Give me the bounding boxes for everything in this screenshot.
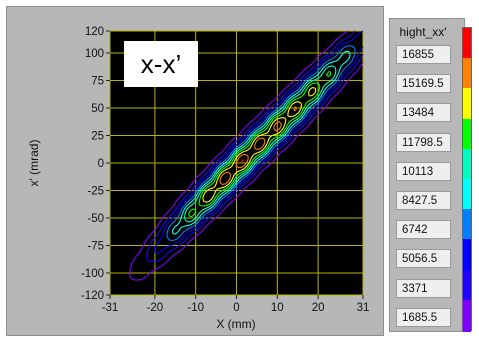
- x-tick-label: -10: [187, 302, 204, 314]
- legend-level-value: 11798.5: [396, 132, 451, 152]
- contour-level-6: [184, 65, 337, 223]
- contour-level-7: [188, 71, 332, 218]
- legend-color-swatch: [463, 28, 471, 60]
- color-scale-bar: [462, 27, 472, 332]
- contour-level-2: [146, 30, 364, 263]
- contour-level-9: [219, 106, 297, 185]
- contour-level-8: [202, 86, 317, 203]
- contour-lines: [129, 30, 364, 281]
- x-tick-label: -20: [147, 302, 164, 314]
- y-axis-ticks: 120 100 75 50 25 0 -25 -50 -75 -100 -120: [81, 26, 110, 302]
- legend-color-swatch: [463, 179, 471, 211]
- legend-color-swatch: [463, 239, 471, 272]
- legend-color-swatch: [463, 269, 471, 302]
- color-legend: hight_xx' 16855 15169.5 13484 11798.5 10113 8…: [389, 18, 472, 332]
- y-tick-label: 120: [85, 26, 104, 38]
- legend-level-value: 6742: [396, 220, 451, 240]
- legend-color-swatch: [463, 148, 471, 181]
- legend-level-value: 1685.5: [396, 307, 451, 327]
- contour-level-5: [171, 50, 351, 235]
- y-tick-label: 100: [85, 48, 104, 60]
- legend-level-value: 13484: [396, 103, 451, 123]
- y-tick-label: -25: [87, 186, 104, 198]
- legend-color-swatch: [463, 209, 471, 241]
- contour-level-4: [166, 45, 356, 242]
- y-tick-label: -75: [87, 241, 104, 253]
- y-tick-label: -50: [87, 213, 104, 225]
- legend-title: hight_xx': [399, 25, 447, 39]
- legend-color-swatch: [463, 299, 471, 332]
- legend-color-swatch: [463, 118, 471, 151]
- legend-color-swatch: [463, 58, 471, 90]
- legend-level-value: 5056.5: [396, 249, 451, 269]
- y-tick-label: 50: [91, 103, 104, 115]
- y-tick-label: 75: [91, 76, 104, 88]
- y-tick-label: 0: [98, 158, 104, 170]
- plot-panel: 120 100 75 50 25 0 -25 -50 -75 -100 -120 -31 -20 -10…: [6, 6, 384, 336]
- x-tick-label: 31: [357, 302, 370, 314]
- x-axis-ticks: -31 -20 -10 0 10 20 31: [102, 295, 370, 314]
- x-axis-label: X (mm): [216, 317, 255, 331]
- contour-level-1: [129, 30, 364, 281]
- legend-level-value: 15169.5: [396, 74, 451, 94]
- x-tick-label: 10: [271, 302, 284, 314]
- title-box: [124, 41, 198, 87]
- legend-level-value: 8427.5: [396, 191, 451, 210]
- y-tick-label: 25: [91, 131, 104, 143]
- chart-title: x-x’: [141, 49, 181, 79]
- y-axis-label: x' (mrad): [27, 140, 41, 187]
- x-tick-label: 20: [312, 302, 325, 314]
- y-tick-label: -100: [81, 268, 104, 280]
- contour-level-3: [153, 30, 364, 254]
- legend-level-value: 3371: [396, 278, 451, 298]
- y-tick-label: -120: [81, 290, 104, 302]
- contour-level-10: [241, 159, 244, 163]
- legend-level-value: 16855: [396, 45, 451, 64]
- legend-level-value: 10113: [396, 161, 451, 181]
- x-tick-label: 0: [233, 302, 239, 314]
- x-tick-label: -31: [102, 302, 119, 314]
- legend-color-swatch: [463, 88, 471, 121]
